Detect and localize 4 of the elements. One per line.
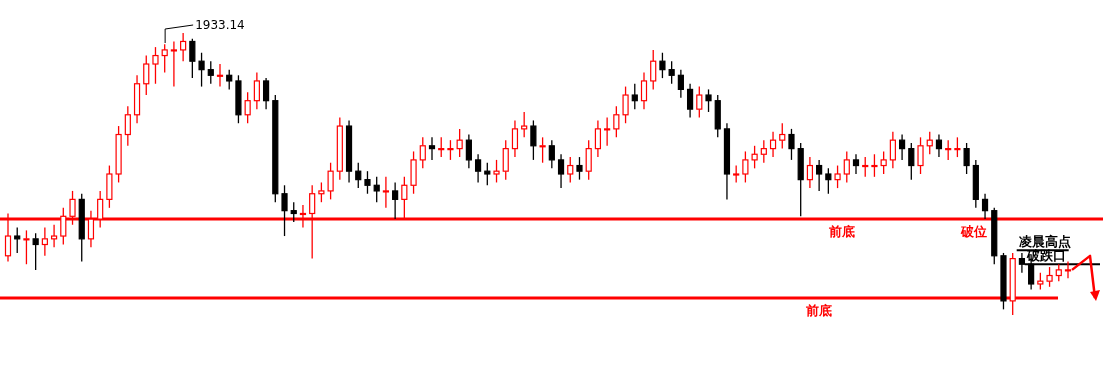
annotation: 1933.14 [164,18,245,44]
ref-line-label: 前底 [827,224,855,240]
ref-line-label: 前底 [805,303,832,319]
annotation: 破位 [960,224,987,240]
